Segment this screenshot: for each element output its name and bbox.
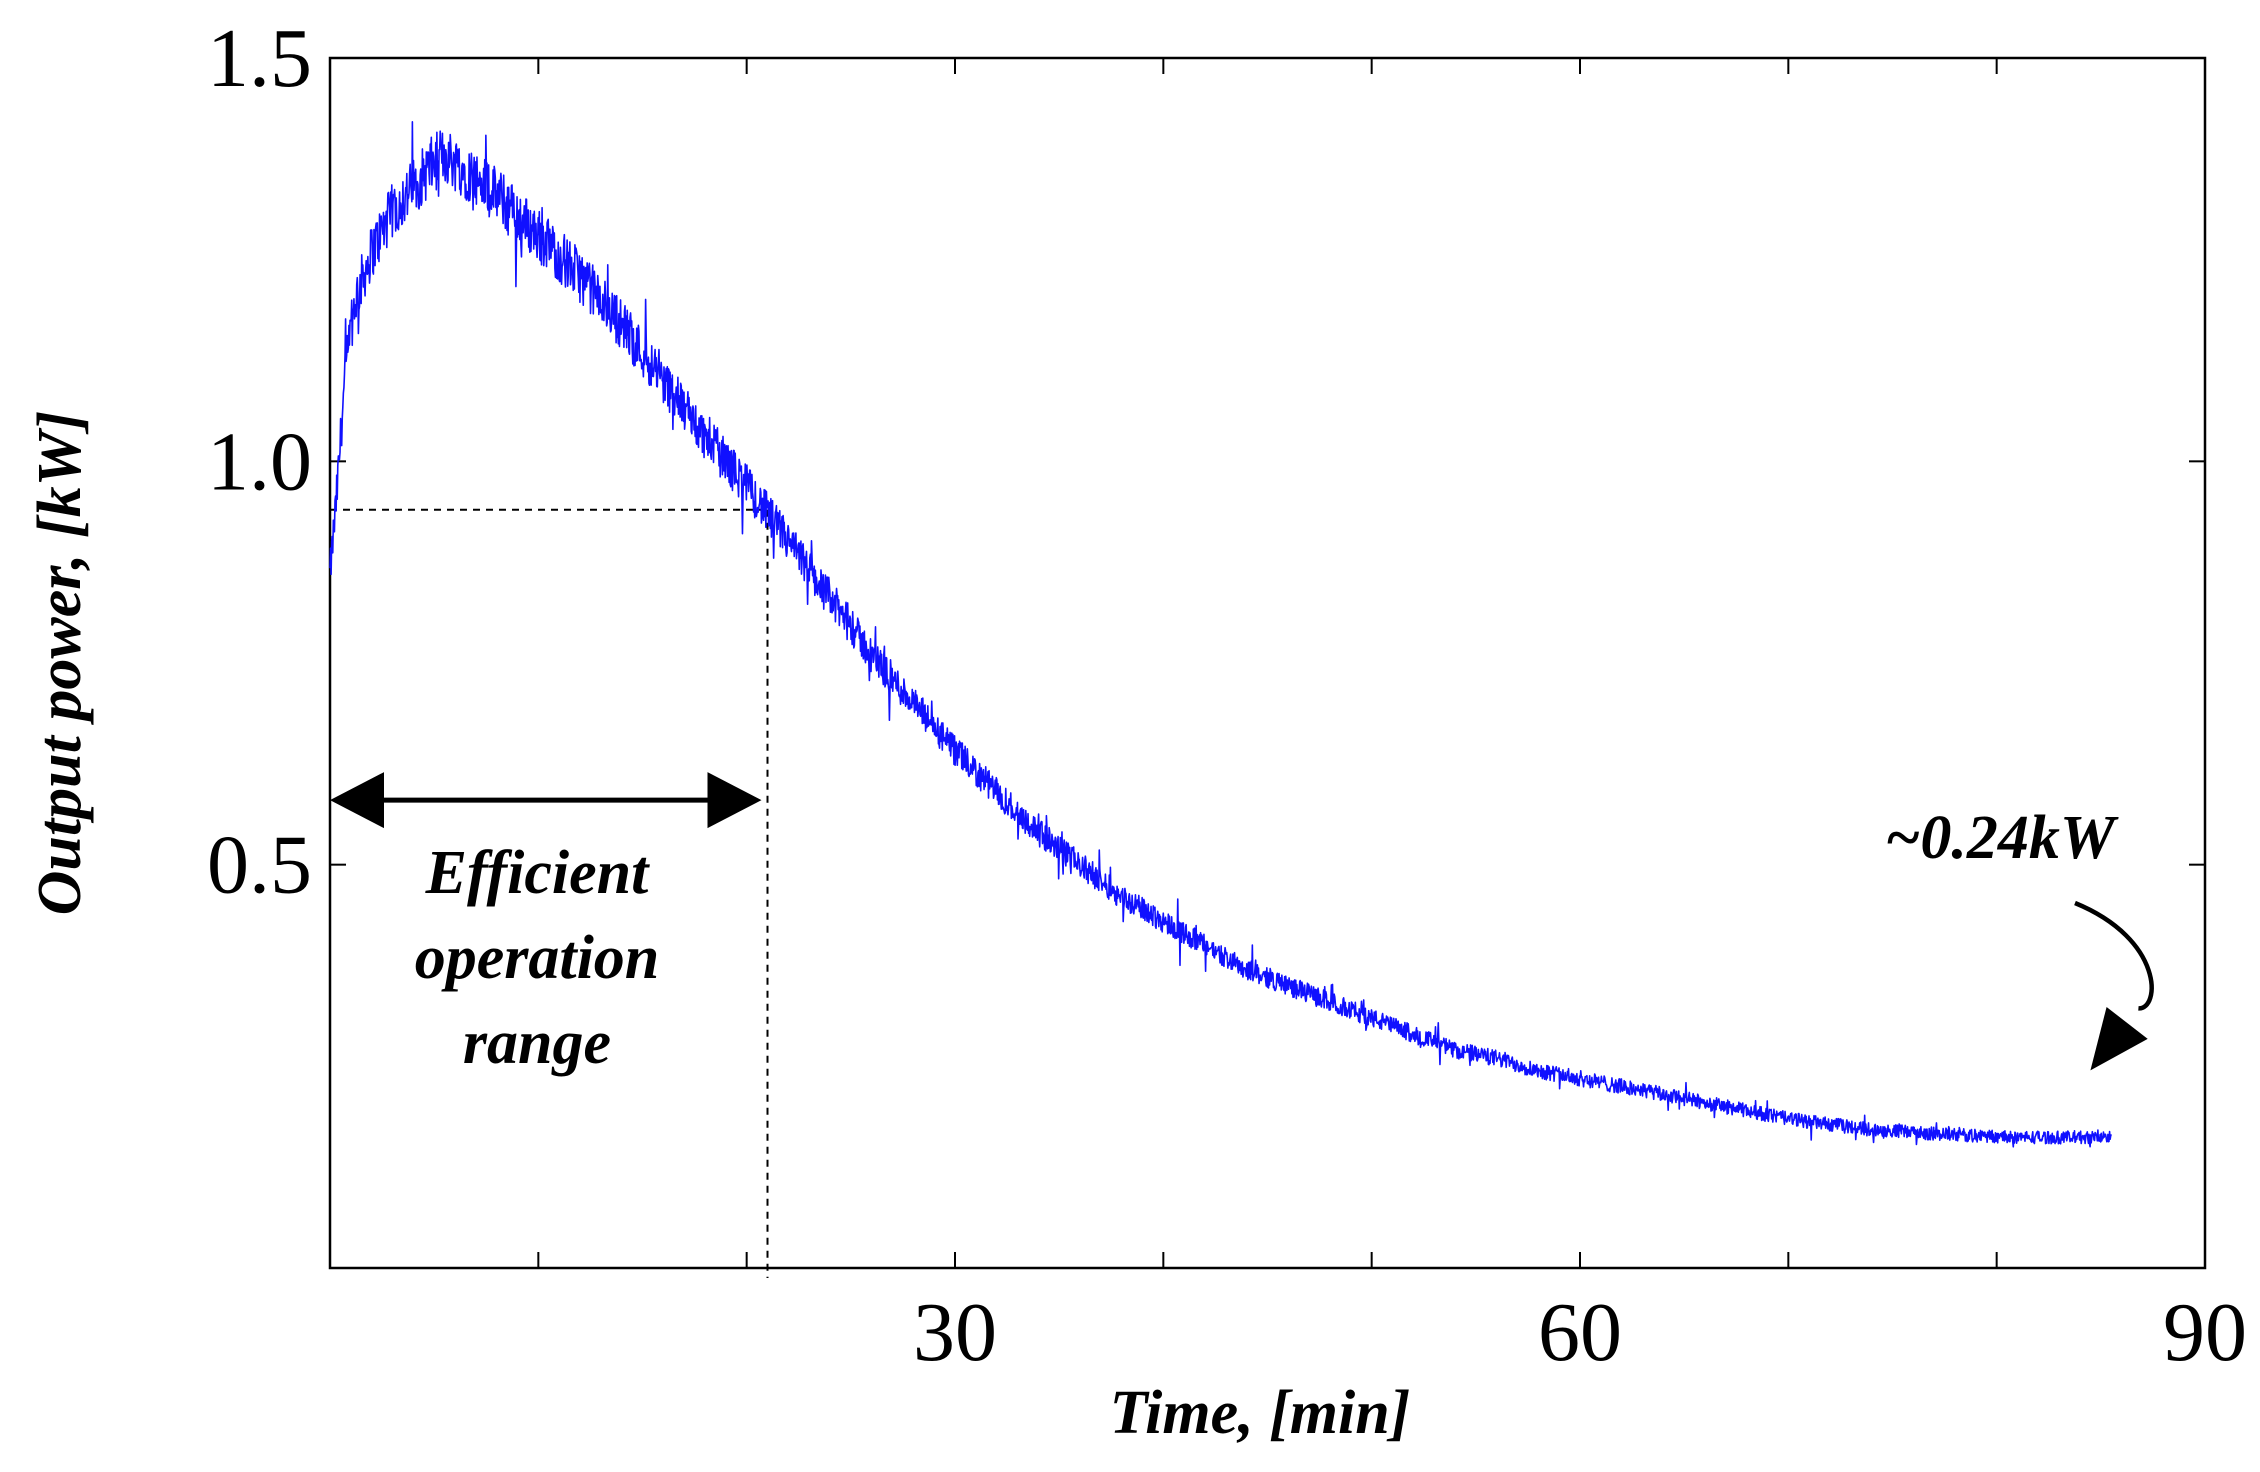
y-tick-label-0.5: 0.5 <box>207 819 312 912</box>
end-arrow-head <box>2090 1007 2148 1071</box>
tick-labels: 30 60 90 0.5 1.0 1.5 <box>207 12 2247 1379</box>
axis-ticks <box>330 57 2205 1268</box>
y-tick-label-1.5: 1.5 <box>207 12 312 105</box>
range-label-line-2: operation <box>415 924 660 992</box>
end-value-arrow <box>2074 900 2154 1071</box>
series-layer <box>329 121 2113 1148</box>
efficient-range-arrow <box>330 772 762 829</box>
plot-frame <box>328 56 2207 1270</box>
end-value-label: ~0.24kW <box>1885 804 2119 872</box>
y-axis-label: Output power, [kW] <box>26 411 94 916</box>
series-line-0 <box>329 121 2113 1148</box>
x-tick-label-90: 90 <box>2163 1286 2247 1379</box>
x-axis-label: Time, [min] <box>1110 1379 1411 1447</box>
end-arrow-curve <box>2074 900 2154 1011</box>
x-tick-label-30: 30 <box>913 1286 997 1379</box>
range-arrow-head-right <box>707 772 762 829</box>
x-tick-label-60: 60 <box>1538 1286 1622 1379</box>
range-label-line-3: range <box>463 1009 611 1077</box>
range-label-line-1: Efficient <box>425 839 650 907</box>
reference-lines <box>330 508 769 1278</box>
y-tick-label-1.0: 1.0 <box>207 415 312 508</box>
range-arrow-head-left <box>330 772 384 829</box>
